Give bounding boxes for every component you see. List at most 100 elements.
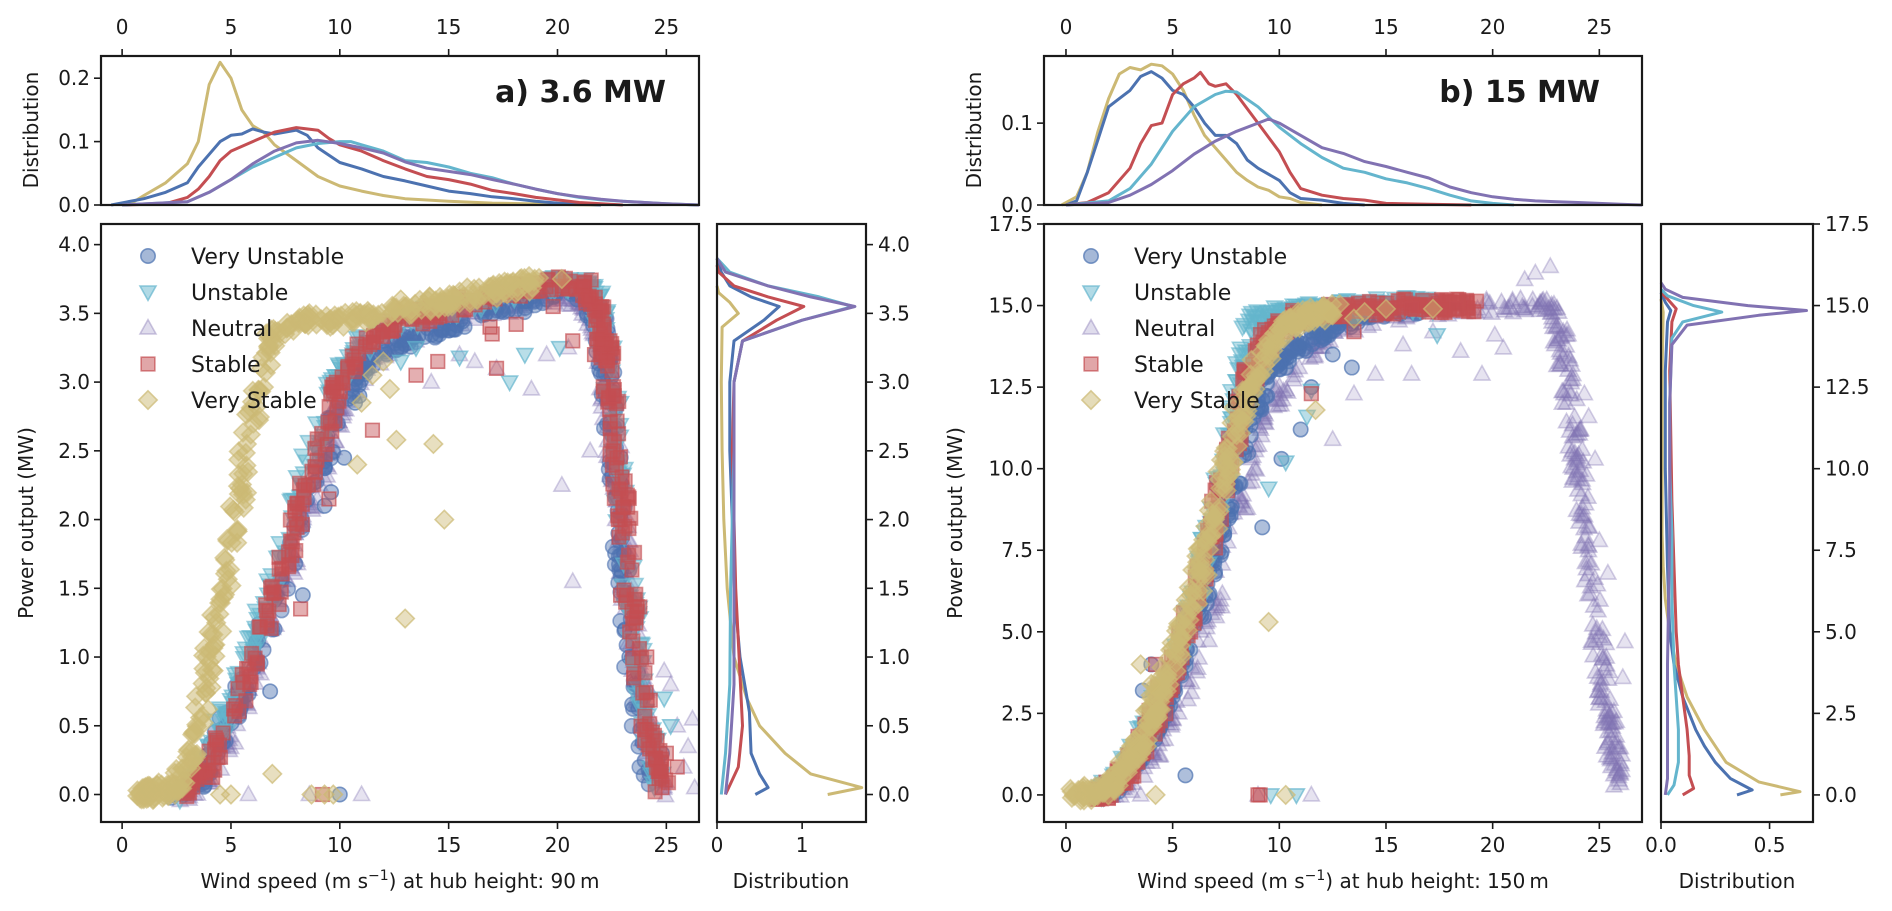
scatter-point	[1577, 558, 1596, 576]
scatter-point	[1130, 654, 1151, 675]
scatter-point	[1275, 784, 1297, 806]
scatter-point	[1525, 262, 1545, 280]
scatter-point	[1598, 721, 1618, 739]
scatter-point	[1576, 493, 1595, 511]
x-tick-label: 15	[436, 833, 461, 857]
scatter-point	[1258, 611, 1279, 633]
scatter-point	[430, 353, 446, 370]
scatter-point	[1570, 420, 1590, 437]
scatter-point	[1594, 714, 1614, 732]
legend-marker-circle-icon	[1083, 248, 1100, 265]
scatter-point	[1503, 290, 1522, 308]
scatter-point	[1278, 381, 1297, 399]
top-x-tick-label: 25	[1587, 15, 1612, 39]
scatter-point	[1599, 661, 1619, 679]
top-x-tick-label: 0	[116, 15, 129, 39]
scatter-point	[1593, 648, 1613, 666]
y-tick-label: 7.5	[1001, 538, 1033, 562]
scatter-point	[1254, 519, 1271, 536]
scatter-point	[1322, 305, 1343, 326]
scatter-point	[654, 780, 670, 796]
legend-item-unstable: Unstable	[1081, 281, 1231, 306]
scatter-point	[1425, 301, 1441, 317]
scatter-point	[1212, 596, 1232, 614]
scatter-point	[1365, 364, 1385, 381]
scatter-point	[602, 421, 618, 437]
right-x-tick-label: 0.0	[1645, 833, 1677, 857]
panel-b-main-ticks: 0 5 10 15 20 25 0.0 2.5 5.0 7.5 10.0 12.5 15.0 17.5	[988, 212, 1612, 857]
scatter-point	[661, 718, 681, 736]
scatter-point	[1515, 269, 1535, 287]
scatter-point	[331, 786, 348, 803]
legend-label: Very Stable	[191, 389, 317, 414]
scatter-point	[226, 532, 248, 554]
scatter-point	[1250, 787, 1266, 803]
scatter-point	[1610, 764, 1630, 781]
y-tick-label: 0.0	[1001, 783, 1033, 807]
scatter-point	[1503, 302, 1523, 320]
scatter-point	[1598, 731, 1618, 749]
scatter-point	[440, 322, 457, 339]
top-y-tick-label: 0.2	[58, 66, 90, 90]
scatter-point	[1594, 711, 1614, 729]
scatter-point	[1573, 473, 1592, 491]
scatter-point	[1591, 681, 1611, 699]
scatter-point	[319, 312, 341, 334]
top-x-tick-label: 20	[1480, 15, 1505, 39]
right-y-tick-label: 7.5	[1825, 538, 1857, 562]
top-kde-neutral	[122, 138, 700, 207]
panel-b-xlabel: Wind speed (m s−1) at hub height: 150 m	[1137, 868, 1549, 893]
scatter-point	[252, 619, 268, 635]
scatter-point	[1148, 698, 1169, 719]
panel-a-top-ticks: 0 5 10 15 20 25 0.0 0.1 0.2	[58, 15, 679, 217]
scatter-point	[1575, 505, 1594, 523]
panel-a-right-frame	[715, 222, 868, 824]
scatter-point	[1597, 733, 1617, 751]
scatter-point	[1531, 293, 1551, 310]
right-y-tick-label: 15.0	[1825, 294, 1870, 318]
scatter-point	[1132, 737, 1153, 759]
scatter-point	[1200, 526, 1222, 547]
scatter-point	[1485, 324, 1505, 342]
scatter-point	[1567, 446, 1587, 464]
scatter-point	[1615, 631, 1635, 649]
scatter-point	[423, 433, 444, 455]
scatter-point	[1579, 406, 1599, 424]
scatter-point	[1563, 458, 1583, 475]
scatter-point	[1208, 468, 1230, 490]
panel-a: 0 5 10 15 20 250.00.10.2 Distribution a) 3.6 …	[14, 15, 910, 893]
scatter-point	[1301, 383, 1321, 401]
y-tick-label: 17.5	[988, 212, 1033, 236]
legend-item-stable: Stable	[1083, 353, 1204, 378]
right-x-tick-label: 0.5	[1754, 833, 1786, 857]
top-x-tick-label: 15	[1373, 15, 1398, 39]
scatter-point	[1603, 713, 1622, 730]
scatter-point	[1482, 303, 1502, 320]
scatter-point	[1182, 682, 1201, 700]
scatter-point	[1093, 776, 1115, 798]
scatter-point	[1589, 693, 1609, 711]
scatter-point	[1571, 419, 1590, 436]
scatter-point	[1549, 316, 1569, 333]
scatter-point	[1254, 354, 1276, 376]
scatter-point	[1238, 498, 1257, 516]
scatter-point	[197, 769, 213, 785]
scatter-point	[1269, 390, 1289, 408]
scatter-point	[515, 347, 535, 365]
scatter-point	[1541, 303, 1561, 321]
panel-a-right-xlabel: Distribution	[733, 869, 850, 893]
scatter-point	[1596, 633, 1616, 651]
scatter-point	[1582, 631, 1601, 649]
scatter-point	[1540, 256, 1560, 274]
scatter-point	[1495, 297, 1514, 315]
scatter-point	[1303, 386, 1319, 402]
scatter-point	[1610, 752, 1630, 769]
scatter-point	[1598, 709, 1618, 726]
right-y-tick-label: 12.5	[1825, 375, 1870, 399]
scatter-point	[1580, 583, 1600, 601]
panel-b-ylabel: Power output (MW)	[943, 427, 967, 619]
panel-b-right-marginal: 0.0 0.5 0.0 2.5 5.0 7.5 10.0 12.5 15.0 17.5 Distr…	[1645, 212, 1869, 893]
scatter-point	[522, 378, 541, 396]
scatter-point	[1581, 576, 1600, 594]
scatter-point	[1575, 383, 1594, 401]
